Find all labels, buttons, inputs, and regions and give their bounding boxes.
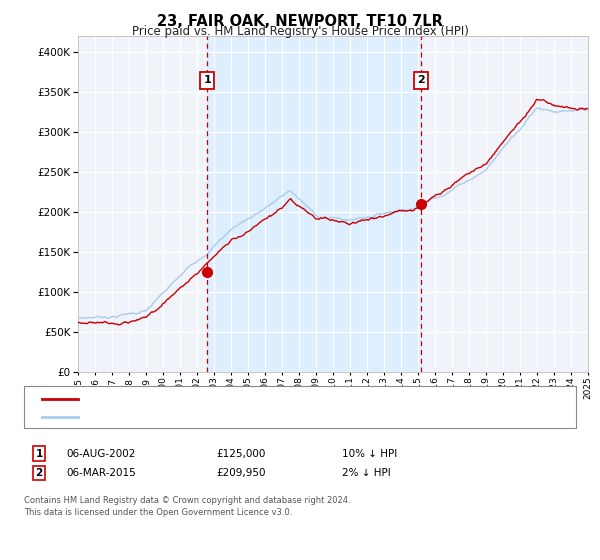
Text: Price paid vs. HM Land Registry's House Price Index (HPI): Price paid vs. HM Land Registry's House … — [131, 25, 469, 38]
Text: £125,000: £125,000 — [216, 449, 265, 459]
Text: 10% ↓ HPI: 10% ↓ HPI — [342, 449, 397, 459]
Bar — [207, 36, 421, 372]
Text: 1: 1 — [203, 76, 211, 85]
Text: 23, FAIR OAK, NEWPORT, TF10 7LR (detached house): 23, FAIR OAK, NEWPORT, TF10 7LR (detache… — [84, 394, 348, 404]
Text: 2% ↓ HPI: 2% ↓ HPI — [342, 468, 391, 478]
Text: 23, FAIR OAK, NEWPORT, TF10 7LR: 23, FAIR OAK, NEWPORT, TF10 7LR — [157, 14, 443, 29]
Text: HPI: Average price, detached house, Telford and Wrekin: HPI: Average price, detached house, Telf… — [84, 412, 361, 422]
Text: 1: 1 — [35, 449, 43, 459]
Text: 06-MAR-2015: 06-MAR-2015 — [66, 468, 136, 478]
Text: 2: 2 — [35, 468, 43, 478]
Text: 06-AUG-2002: 06-AUG-2002 — [66, 449, 136, 459]
Text: 2: 2 — [417, 76, 425, 85]
Text: £209,950: £209,950 — [216, 468, 265, 478]
Text: Contains HM Land Registry data © Crown copyright and database right 2024.
This d: Contains HM Land Registry data © Crown c… — [24, 496, 350, 517]
